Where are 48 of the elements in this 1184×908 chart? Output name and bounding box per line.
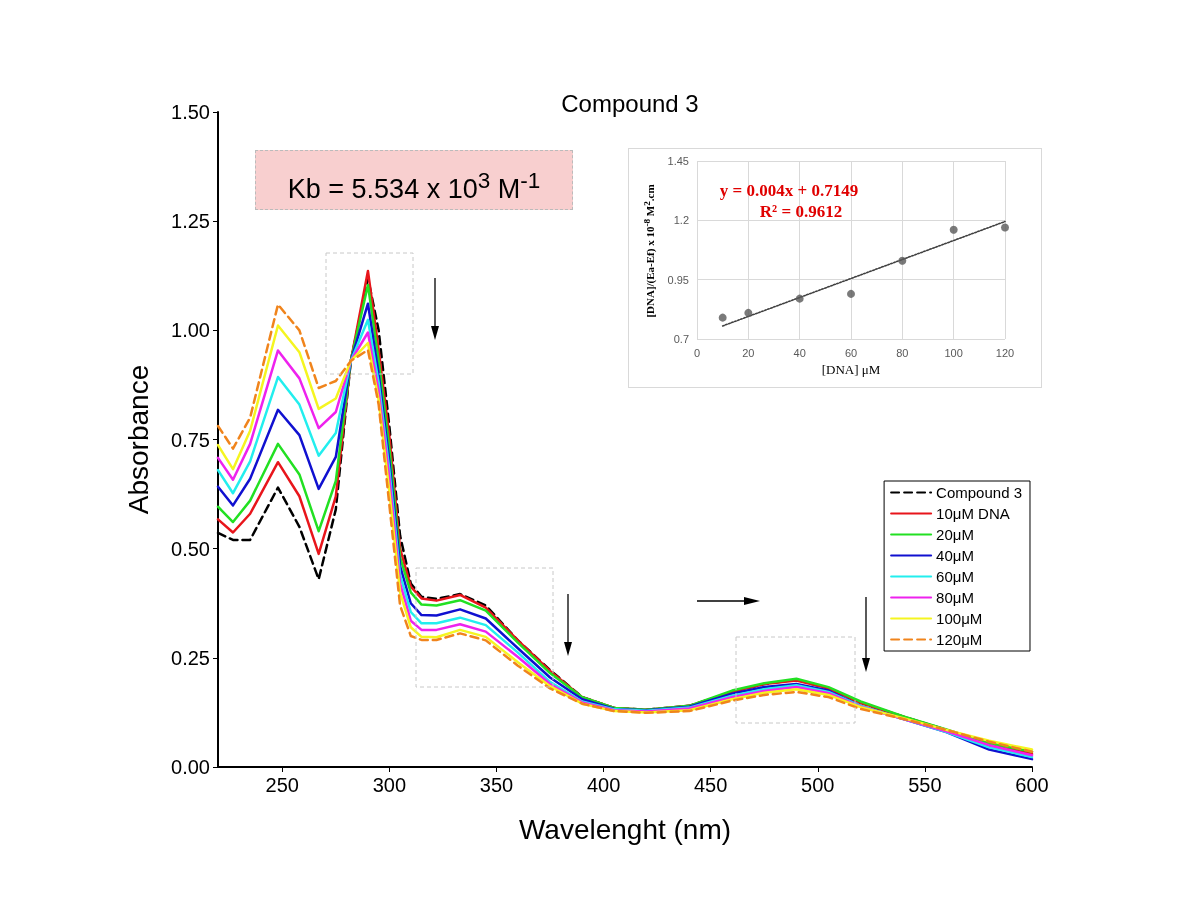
y-tick-label: 0.95 (667, 273, 689, 286)
chart-title: Compound 3 (561, 89, 699, 117)
y-tick-label: 0.50 (171, 537, 210, 560)
y-axis-title: Absorbance (122, 364, 154, 515)
annotation: Kb = 5.534 x 10$^{3}$ M$^{-1}$ (255, 150, 573, 210)
legend-label: 100μM (936, 610, 983, 627)
point (898, 256, 907, 265)
legend-label: 20μM (936, 526, 974, 543)
y-tick-label: 0.75 (171, 428, 210, 451)
x-axis-title: [DNA] μM (821, 361, 881, 377)
x-tick-label: 40 (793, 346, 806, 359)
x-tick-label: 60 (844, 346, 858, 359)
y-tick-label: 1.2 (673, 214, 689, 227)
x-tick-label: 120 (995, 346, 1015, 359)
y-tick-label: 1.00 (171, 319, 210, 342)
legend-label: 60μM (936, 568, 974, 585)
y-tick-label: 0.00 (171, 756, 210, 778)
x-tick-label: 80 (896, 346, 909, 359)
x-tick-label: 600 (1015, 774, 1049, 796)
x-tick-label: 400 (586, 774, 621, 796)
point (744, 308, 753, 317)
y-tick-label: 0.7 (673, 333, 689, 345)
annotation: y = 0.004x + 0.7149 (719, 181, 859, 201)
point (718, 313, 727, 322)
x-tick-label: 20 (742, 346, 755, 359)
legend-label: 120μM (936, 631, 983, 648)
x-tick-label: 250 (265, 774, 299, 796)
point (795, 294, 804, 303)
x-tick-label: 550 (908, 774, 942, 796)
x-tick-label: 500 (801, 774, 835, 796)
legend-label: 10μM DNA (936, 505, 1010, 522)
x-tick-label: 300 (372, 774, 407, 796)
x-axis-title: Wavelenght (nm) (518, 813, 732, 845)
y-tick-label: 1.25 (171, 210, 210, 233)
x-tick-label: 0 (693, 346, 701, 359)
point (949, 225, 958, 234)
x-tick-label: 350 (479, 774, 514, 796)
x-tick-label: 450 (694, 774, 728, 796)
annotation: R² = 0.9612 (759, 202, 843, 222)
point (1001, 223, 1009, 232)
legend-label: 40μM (936, 547, 974, 564)
y-tick-label: 1.45 (667, 155, 689, 167)
y-tick-label: 0.25 (171, 646, 210, 669)
point (847, 289, 855, 298)
legend-label: Compound 3 (936, 484, 1023, 501)
y-tick-label: 1.50 (171, 101, 210, 123)
legend-label: 80μM (936, 589, 974, 606)
x-tick-label: 100 (944, 346, 963, 359)
